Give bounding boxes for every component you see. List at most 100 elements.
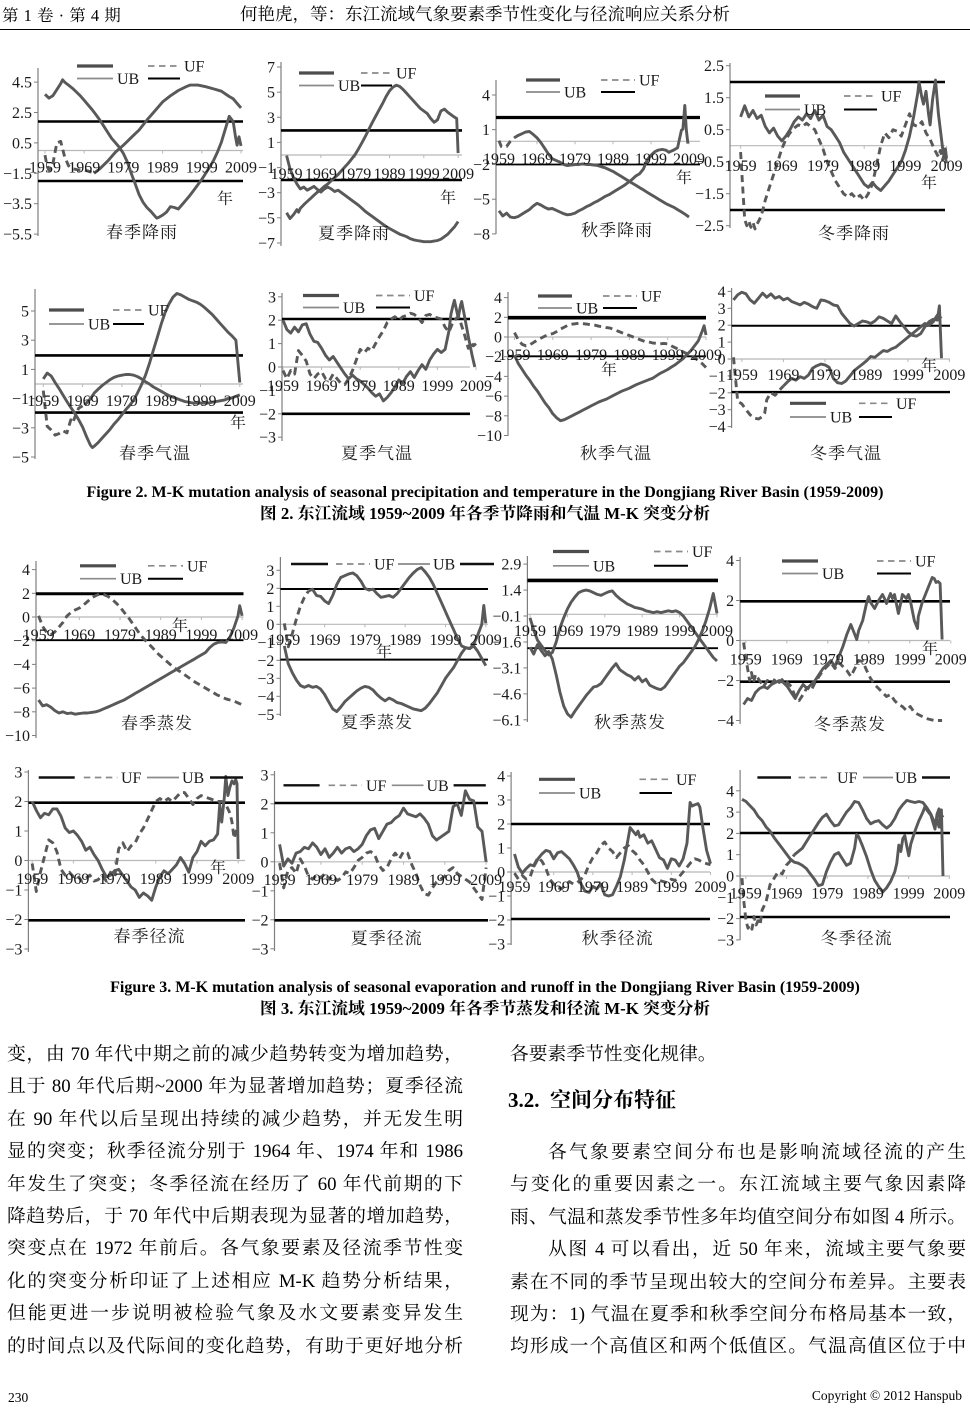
svg-text:UB: UB [804, 102, 826, 119]
svg-text:1979: 1979 [812, 652, 844, 669]
svg-text:年: 年 [172, 617, 188, 635]
svg-text:UB: UB [117, 71, 139, 88]
svg-text:UF: UF [414, 288, 435, 305]
svg-text:2009: 2009 [701, 623, 733, 640]
svg-text:秋季径流: 秋季径流 [582, 929, 654, 948]
svg-text:冬季径流: 冬季径流 [821, 929, 893, 948]
svg-text:1999: 1999 [185, 627, 217, 644]
svg-text:−2: −2 [257, 653, 274, 670]
svg-text:1.4: 1.4 [501, 583, 521, 600]
svg-text:−0.1: −0.1 [492, 609, 521, 626]
svg-text:1999: 1999 [421, 378, 453, 395]
svg-text:4: 4 [726, 783, 734, 800]
svg-text:1999: 1999 [655, 879, 687, 896]
svg-text:1979: 1979 [339, 166, 371, 183]
svg-text:−2: −2 [717, 673, 734, 690]
svg-text:1959: 1959 [267, 378, 299, 395]
svg-text:−3: −3 [259, 430, 276, 447]
svg-text:−1.5: −1.5 [3, 166, 32, 183]
svg-text:UB: UB [427, 778, 449, 795]
svg-text:1969: 1969 [538, 879, 570, 896]
svg-text:−3: −3 [251, 941, 268, 958]
svg-text:冬季气温: 冬季气温 [810, 444, 882, 463]
svg-text:1969: 1969 [306, 378, 338, 395]
svg-text:4: 4 [494, 290, 502, 307]
svg-text:1989: 1989 [848, 158, 880, 175]
svg-text:−2: −2 [717, 911, 734, 928]
svg-text:−3.5: −3.5 [3, 196, 32, 213]
svg-text:年: 年 [376, 643, 392, 661]
svg-text:−4: −4 [485, 369, 502, 386]
svg-text:UF: UF [837, 770, 858, 787]
svg-text:2009: 2009 [933, 367, 965, 384]
svg-text:1959: 1959 [730, 886, 762, 903]
svg-text:1989: 1989 [616, 879, 648, 896]
svg-text:−1: −1 [717, 890, 734, 907]
svg-text:−5.5: −5.5 [3, 227, 32, 244]
svg-text:−4: −4 [13, 657, 30, 674]
svg-text:年: 年 [676, 169, 692, 187]
svg-text:1: 1 [21, 362, 29, 379]
svg-text:4: 4 [726, 553, 734, 570]
svg-text:−4.6: −4.6 [492, 686, 521, 703]
svg-text:冬季降雨: 冬季降雨 [818, 224, 890, 243]
svg-text:1959: 1959 [29, 160, 61, 177]
svg-text:−5: −5 [258, 210, 275, 227]
svg-text:1999: 1999 [408, 166, 440, 183]
svg-text:2009: 2009 [673, 151, 705, 168]
svg-text:1959: 1959 [271, 166, 303, 183]
svg-text:年: 年 [230, 414, 246, 432]
svg-text:1989: 1989 [389, 632, 421, 649]
svg-text:UF: UF [639, 73, 660, 90]
svg-text:3: 3 [726, 805, 734, 822]
svg-text:0: 0 [497, 865, 505, 882]
svg-text:1999: 1999 [181, 871, 213, 888]
svg-text:UB: UB [343, 300, 365, 317]
svg-text:−4: −4 [257, 689, 274, 706]
svg-text:2009: 2009 [224, 393, 256, 410]
svg-text:秋季气温: 秋季气温 [580, 444, 652, 463]
svg-text:2009: 2009 [931, 158, 963, 175]
svg-text:1989: 1989 [383, 378, 415, 395]
svg-text:−3: −3 [258, 185, 275, 202]
svg-text:2009: 2009 [226, 627, 258, 644]
svg-text:2009: 2009 [225, 160, 257, 177]
svg-text:1999: 1999 [430, 632, 462, 649]
svg-text:春季蒸发: 春季蒸发 [121, 714, 193, 733]
svg-text:−0.5: −0.5 [695, 154, 724, 171]
svg-text:1999: 1999 [186, 160, 218, 177]
svg-text:1989: 1989 [145, 627, 177, 644]
svg-text:1959: 1959 [268, 632, 300, 649]
svg-text:4: 4 [718, 284, 726, 301]
svg-text:2009: 2009 [442, 166, 474, 183]
svg-text:UF: UF [641, 289, 662, 306]
svg-text:1989: 1989 [374, 166, 406, 183]
svg-text:2.9: 2.9 [501, 557, 521, 574]
svg-text:−2: −2 [709, 385, 726, 402]
svg-text:1959: 1959 [499, 347, 531, 364]
svg-text:1959: 1959 [264, 872, 296, 889]
svg-text:−8: −8 [485, 408, 502, 425]
svg-text:2009: 2009 [470, 872, 502, 889]
svg-text:0: 0 [261, 854, 269, 871]
svg-text:2: 2 [261, 796, 269, 813]
svg-text:夏季蒸发: 夏季蒸发 [341, 713, 413, 732]
svg-text:3: 3 [261, 767, 269, 784]
svg-text:冬季蒸发: 冬季蒸发 [814, 715, 886, 734]
svg-text:2: 2 [726, 593, 734, 610]
svg-text:1999: 1999 [893, 886, 925, 903]
svg-text:−3: −3 [488, 937, 505, 954]
svg-text:−1.5: −1.5 [695, 186, 724, 203]
svg-text:UF: UF [184, 59, 205, 76]
svg-text:1979: 1979 [99, 871, 131, 888]
svg-text:1979: 1979 [589, 623, 621, 640]
svg-text:夏季径流: 夏季径流 [351, 929, 423, 948]
svg-text:1979: 1979 [559, 151, 591, 168]
svg-text:UF: UF [121, 770, 142, 787]
svg-text:1: 1 [266, 599, 274, 616]
svg-text:−8: −8 [473, 226, 490, 243]
svg-text:2009: 2009 [690, 347, 722, 364]
svg-text:7: 7 [267, 60, 275, 77]
svg-text:2009: 2009 [460, 378, 492, 395]
svg-text:1989: 1989 [853, 652, 885, 669]
